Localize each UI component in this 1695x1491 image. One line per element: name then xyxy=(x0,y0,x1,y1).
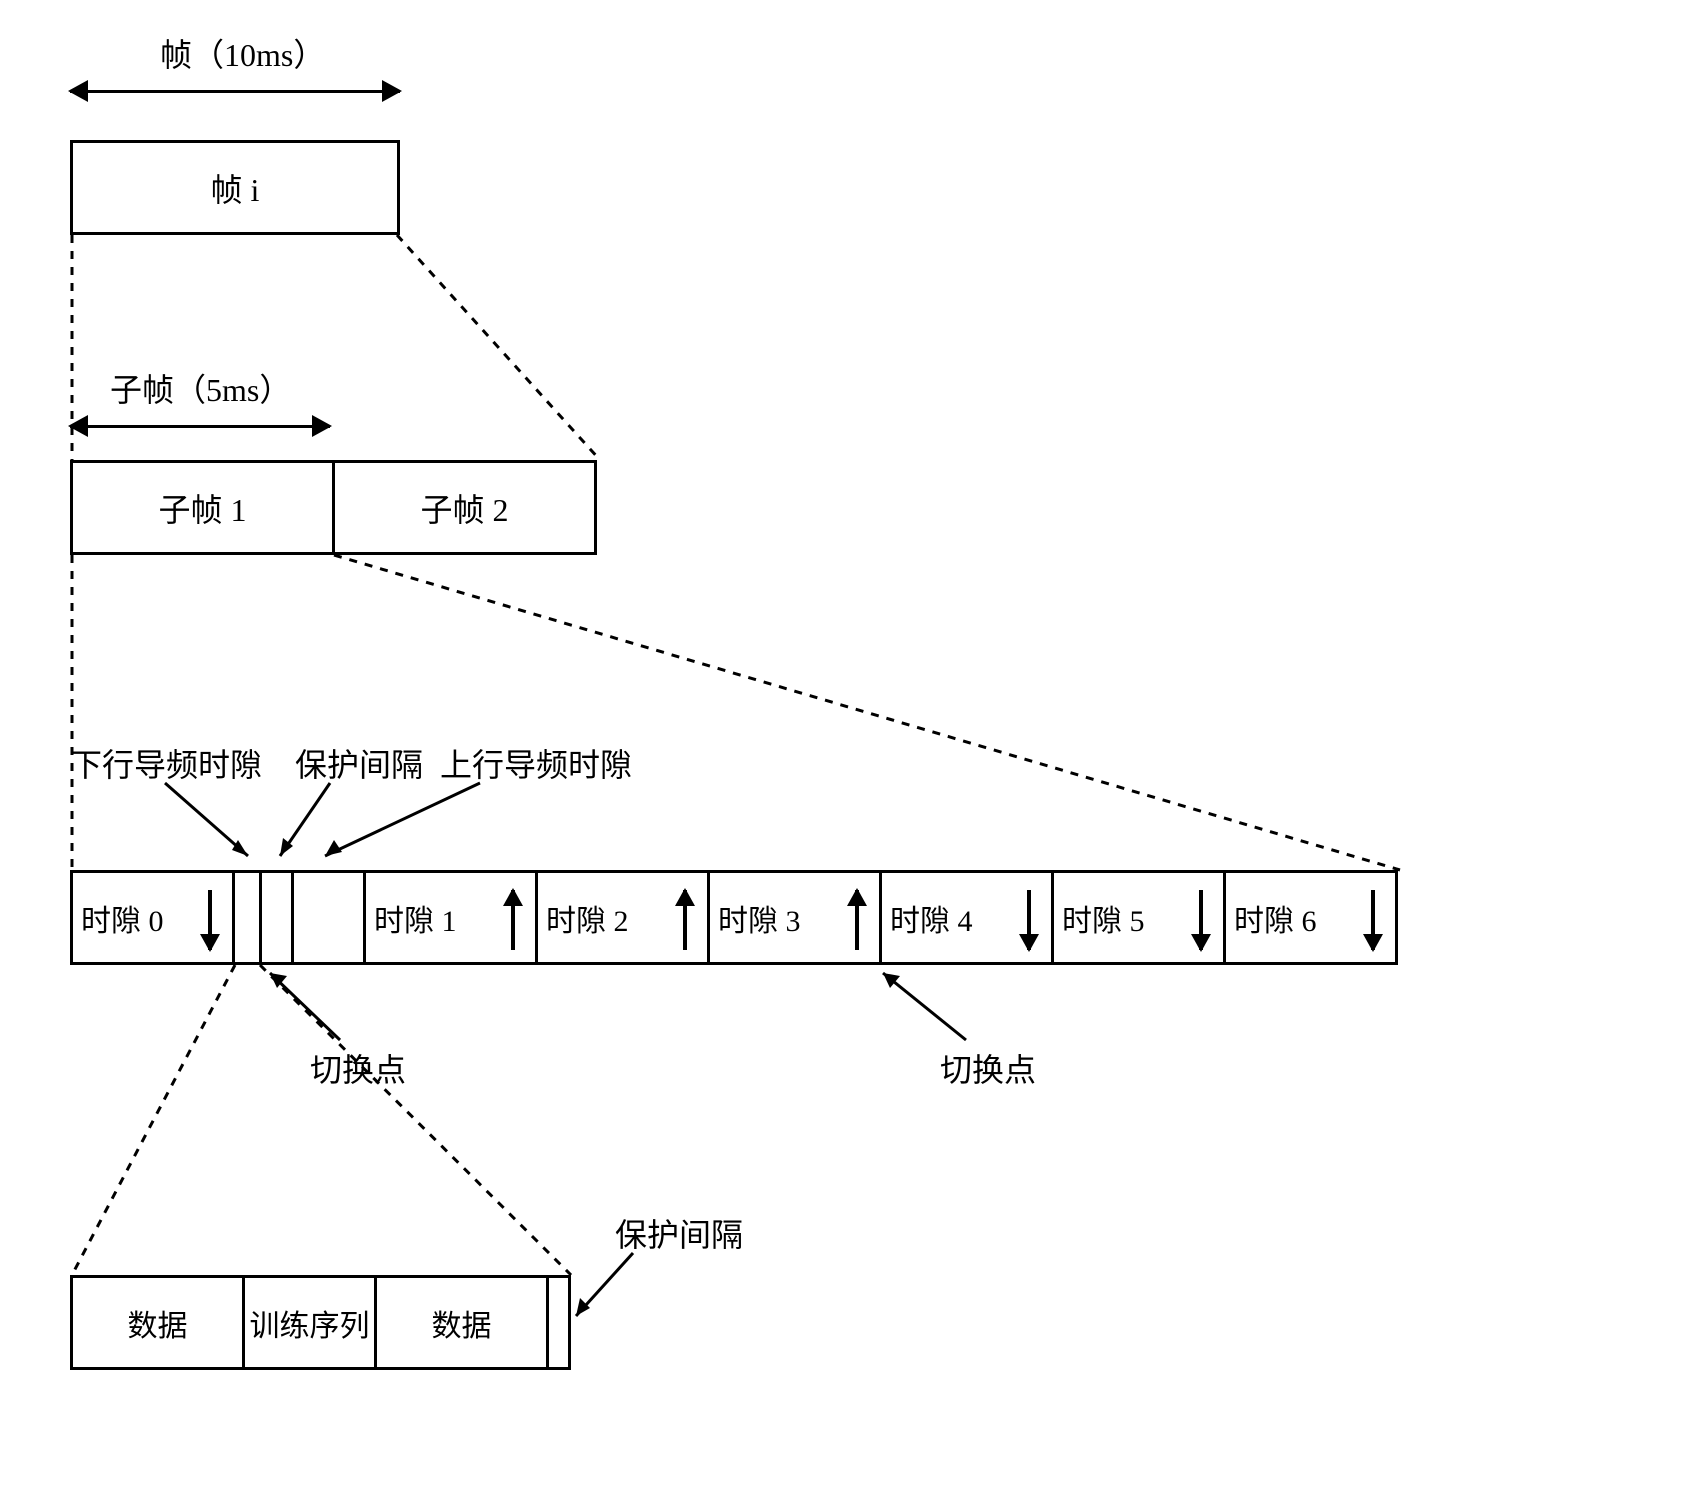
slot-narrow-2 xyxy=(259,870,294,965)
guard-label-top: 保护间隔 xyxy=(295,740,423,786)
arrow-down-icon xyxy=(208,890,212,950)
arrow-down-icon xyxy=(1371,890,1375,950)
slot-narrow-1 xyxy=(232,870,262,965)
dash-frame-right xyxy=(395,235,605,465)
ptr-switch1 xyxy=(265,968,355,1048)
slot-label: 时隙 5 xyxy=(1062,896,1145,940)
arrow-up-icon xyxy=(683,890,687,950)
slot-label: 时隙 6 xyxy=(1234,896,1317,940)
slot-8: 时隙 5 xyxy=(1051,870,1226,965)
slot-label: 时隙 0 xyxy=(81,896,164,940)
subframe-1-label: 子帧 1 xyxy=(158,485,246,531)
diagram-root: 帧（10ms） 帧 i 子帧（5ms） 子帧 1 子帧 2 下行导频时隙 保护间… xyxy=(40,40,1655,1451)
data-part-1: 训练序列 xyxy=(242,1275,377,1370)
slot-6: 时隙 3 xyxy=(707,870,882,965)
ptr-uppilot xyxy=(320,778,500,873)
slot-4: 时隙 1 xyxy=(363,870,538,965)
dash-subframe-right xyxy=(332,555,1407,875)
subframe-width-arrow xyxy=(70,425,330,428)
frame-width-arrow xyxy=(70,90,400,93)
slot-label: 时隙 3 xyxy=(718,896,801,940)
arrow-down-icon xyxy=(1199,890,1203,950)
data-part-0: 数据 xyxy=(70,1275,245,1370)
dash-subframe-left xyxy=(70,555,74,870)
slot-label: 时隙 4 xyxy=(890,896,973,940)
subframe-2: 子帧 2 xyxy=(332,460,597,555)
ptr-switch2 xyxy=(878,968,978,1048)
switch1-label: 切换点 xyxy=(310,1045,406,1091)
downpilot-label: 下行导频时隙 xyxy=(70,740,262,786)
slot-0: 时隙 0 xyxy=(70,870,235,965)
ptr-guard-bottom xyxy=(568,1248,648,1328)
data-part-2: 数据 xyxy=(374,1275,549,1370)
switch2-label: 切换点 xyxy=(940,1045,1036,1091)
dash-slot-left xyxy=(70,965,240,1280)
arrow-down-icon xyxy=(1027,890,1031,950)
frame-box: 帧 i xyxy=(70,140,400,235)
subframe-2-label: 子帧 2 xyxy=(420,485,508,531)
subframe-top-label: 子帧（5ms） xyxy=(110,365,291,411)
subframe-1: 子帧 1 xyxy=(70,460,335,555)
slot-5: 时隙 2 xyxy=(535,870,710,965)
frame-box-label: 帧 i xyxy=(211,165,260,211)
frame-top-label: 帧（10ms） xyxy=(160,30,325,76)
ptr-guard-top xyxy=(275,778,335,873)
ptr-downpilot xyxy=(160,778,260,873)
slot-narrow-3 xyxy=(291,870,366,965)
slot-9: 时隙 6 xyxy=(1223,870,1398,965)
arrow-up-icon xyxy=(511,890,515,950)
slot-label: 时隙 2 xyxy=(546,896,629,940)
arrow-up-icon xyxy=(855,890,859,950)
slot-label: 时隙 1 xyxy=(374,896,457,940)
slot-7: 时隙 4 xyxy=(879,870,1054,965)
uppilot-label: 上行导频时隙 xyxy=(440,740,632,786)
